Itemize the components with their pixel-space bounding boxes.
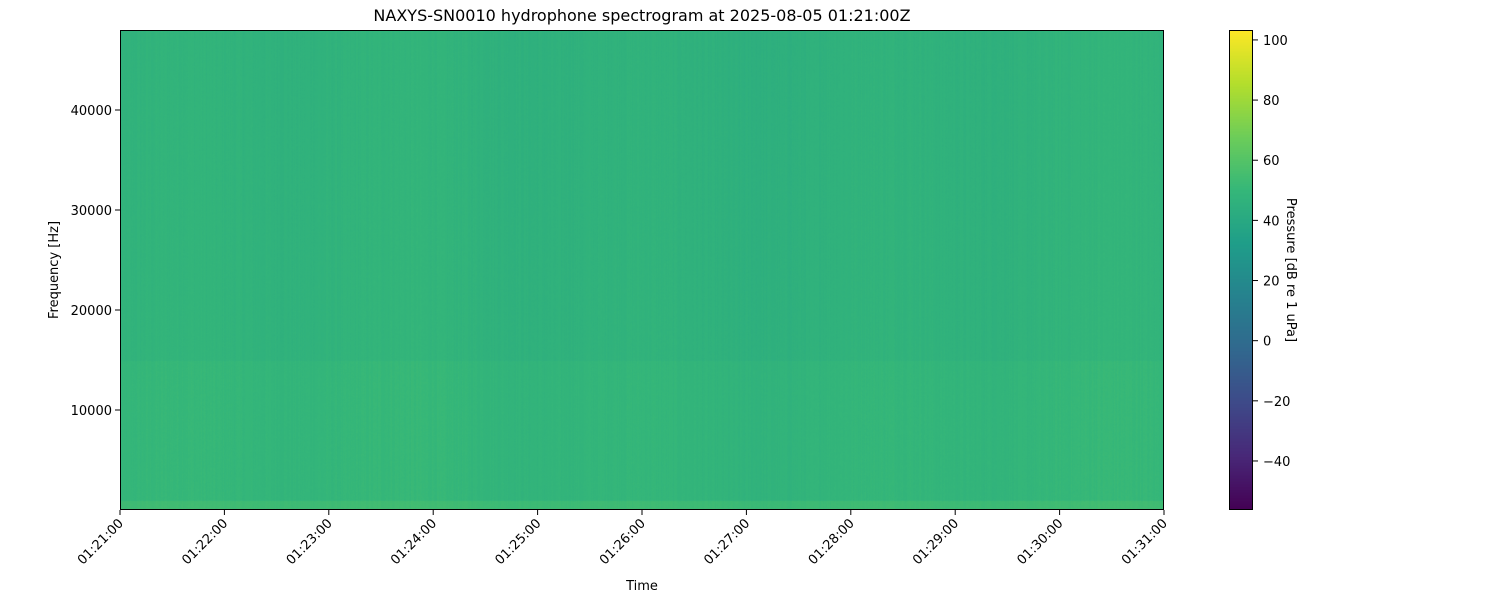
x-tick-label: 01:28:00 <box>806 516 858 568</box>
y-tick-label: 10000 <box>71 404 112 419</box>
x-tick-label: 01:30:00 <box>1015 516 1067 568</box>
y-tick-label: 20000 <box>71 304 112 319</box>
x-tick-label: 01:31:00 <box>1119 516 1171 568</box>
colorbar-frame <box>1229 30 1253 510</box>
colorbar-axis: −40 −20 0 20 40 60 80 100 <box>1253 34 1290 470</box>
colorbar-tick-label: 40 <box>1263 214 1280 229</box>
colorbar-tick-label: −20 <box>1263 395 1290 410</box>
x-tick-label: 01:29:00 <box>910 516 962 568</box>
chart-title: NAXYS-SN0010 hydrophone spectrogram at 2… <box>373 6 910 25</box>
y-axis: 10000 20000 30000 40000 <box>71 104 120 419</box>
colorbar-label: Pressure [dB re 1 uPa] <box>1283 198 1298 342</box>
x-axis: 01:21:00 01:22:00 01:23:00 01:24:00 01:25:00… <box>75 510 1171 568</box>
colorbar-tick-label: 80 <box>1263 94 1280 109</box>
spectrogram-heatmap <box>120 30 1164 510</box>
x-axis-label: Time <box>625 579 658 594</box>
y-tick-label: 30000 <box>71 204 112 219</box>
plot-frame <box>120 30 1164 510</box>
x-tick-label: 01:24:00 <box>388 516 440 568</box>
colorbar-tick-label: −40 <box>1263 455 1290 470</box>
x-tick-label: 01:27:00 <box>701 516 753 568</box>
colorbar-tick-label: 0 <box>1263 335 1271 350</box>
colorbar-tick-label: 60 <box>1263 154 1280 169</box>
x-tick-label: 01:22:00 <box>179 516 231 568</box>
y-tick-label: 40000 <box>71 104 112 119</box>
colorbar-gradient <box>1229 30 1253 510</box>
x-tick-label: 01:21:00 <box>75 516 127 568</box>
x-tick-label: 01:25:00 <box>493 516 545 568</box>
y-axis-label: Frequency [Hz] <box>47 221 62 319</box>
colorbar-tick-label: 100 <box>1263 34 1288 49</box>
x-tick-label: 01:23:00 <box>284 516 336 568</box>
colorbar-tick-label: 20 <box>1263 275 1280 290</box>
x-tick-label: 01:26:00 <box>597 516 649 568</box>
